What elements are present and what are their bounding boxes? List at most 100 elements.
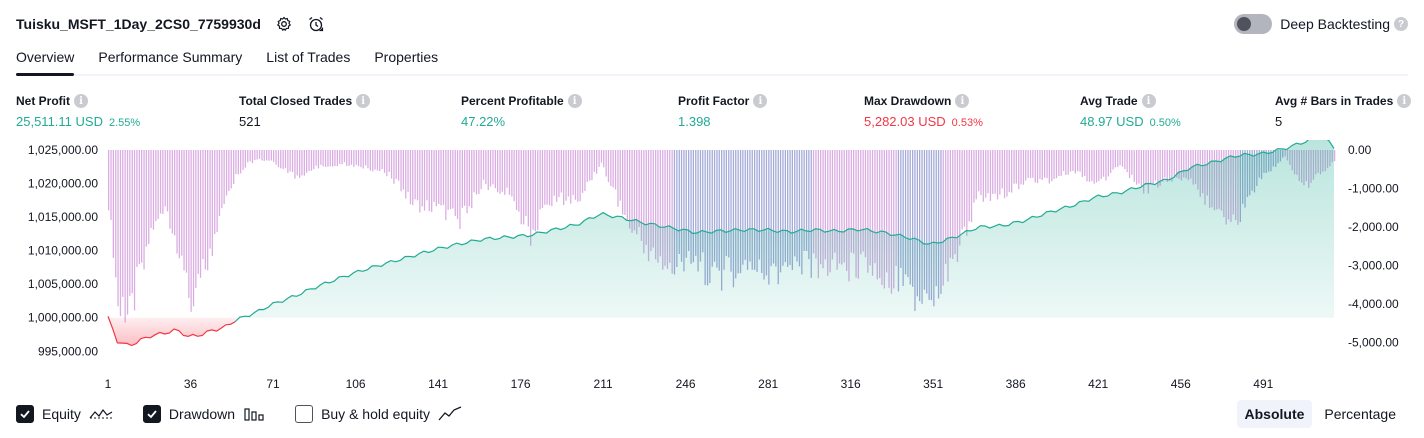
info-icon[interactable]: i: [1141, 94, 1156, 108]
drawdown-bar: [329, 150, 331, 167]
drawdown-bar: [645, 150, 647, 245]
metric-value: 25,511.11 USD: [16, 114, 103, 129]
metric-label: Net Profit: [16, 94, 70, 108]
drawdown-bar: [574, 150, 577, 200]
drawdown-bar: [947, 150, 949, 282]
absolute-button[interactable]: Absolute: [1236, 400, 1313, 428]
drawdown-bar: [145, 150, 147, 247]
drawdown-bar: [723, 150, 725, 270]
drawdown-bar: [744, 150, 746, 260]
drawdown-bar: [534, 150, 536, 232]
drawdown-bar: [244, 150, 246, 168]
drawdown-bar: [963, 150, 966, 227]
percentage-button[interactable]: Percentage: [1324, 406, 1396, 422]
drawdown-bar: [994, 150, 996, 194]
drawdown-bar: [456, 150, 459, 220]
info-icon[interactable]: i: [753, 94, 768, 108]
metric-total-closed-trades: Total Closed Trades i 521: [239, 93, 371, 129]
drawdown-bar: [919, 150, 921, 302]
drawdown-bar: [277, 150, 280, 168]
drawdown-bar: [754, 150, 756, 270]
drawdown-bar: [1053, 150, 1055, 179]
info-icon[interactable]: i: [955, 94, 970, 108]
alarm-clock-icon[interactable]: [307, 15, 325, 33]
drawdown-bar: [888, 150, 890, 288]
info-icon[interactable]: i: [1397, 94, 1412, 108]
drawdown-bar: [466, 150, 468, 214]
drawdown-bar: [817, 150, 819, 279]
drawdown-bar: [426, 150, 428, 201]
drawdown-bar: [937, 150, 940, 299]
drawdown-bar: [1048, 150, 1050, 184]
info-icon[interactable]: i: [74, 94, 88, 108]
legend-buy-hold[interactable]: Buy & hold equity: [295, 405, 462, 423]
drawdown-bar: [659, 150, 661, 257]
drawdown-bar: [360, 150, 362, 168]
drawdown-bar: [513, 150, 515, 202]
drawdown-bar: [930, 150, 933, 301]
buy-hold-checkbox[interactable]: [295, 405, 314, 423]
drawdown-bar: [1034, 150, 1036, 183]
tab-performance-summary[interactable]: Performance Summary: [98, 49, 243, 65]
drawdown-bar: [1084, 150, 1086, 176]
drawdown-bar: [1086, 150, 1088, 182]
drawdown-bar: [1041, 150, 1043, 180]
drawdown-bar: [468, 150, 470, 207]
drawdown-bar: [133, 150, 136, 311]
drawdown-bar: [551, 150, 553, 207]
metric-avg-trade: Avg Trade i 48.97 USD 0.50%: [1080, 93, 1181, 129]
right-axis-tick: -5,000.00: [1348, 336, 1399, 350]
display-mode-switch: Absolute Percentage: [1233, 400, 1405, 428]
drawdown-bar: [188, 150, 190, 299]
drawdown-bar: [907, 150, 909, 277]
equity-checkbox[interactable]: [16, 405, 34, 423]
drawdown-bar: [739, 150, 742, 274]
drawdown-bar: [511, 150, 513, 197]
equity-area-positive: [108, 140, 1334, 318]
drawdown-bar: [324, 150, 327, 167]
drawdown-bar: [1161, 150, 1164, 182]
drawdown-bar: [294, 150, 296, 179]
info-icon[interactable]: i: [567, 94, 582, 108]
drawdown-bar: [652, 150, 654, 248]
drawdown-bar: [577, 150, 579, 202]
drawdown-bar: [987, 150, 989, 194]
x-axis-tick: 351: [923, 377, 943, 391]
drawdown-bar: [431, 150, 433, 212]
left-axis-tick: 1,015,000.00: [28, 210, 98, 224]
drawdown-bar: [454, 150, 456, 217]
drawdown-bar: [527, 150, 529, 227]
drawdown-bar: [1166, 150, 1168, 183]
drawdown-bar: [805, 150, 808, 251]
tab-properties[interactable]: Properties: [374, 49, 439, 65]
drawdown-bar: [1095, 150, 1098, 183]
tab-overview[interactable]: Overview: [16, 46, 75, 76]
help-icon[interactable]: ?: [1394, 17, 1408, 31]
drawdown-bar: [525, 150, 527, 216]
tab-list-of-trades[interactable]: List of Trades: [266, 49, 351, 65]
drawdown-bar: [263, 150, 265, 161]
metric-label: Avg # Bars in Trades: [1275, 94, 1394, 108]
drawdown-checkbox[interactable]: [142, 405, 161, 423]
drawdown-bar: [407, 150, 409, 192]
drawdown-bar: [570, 150, 572, 204]
x-axis-tick: 1: [105, 377, 112, 391]
x-axis-tick: 141: [428, 377, 448, 391]
deep-backtesting-toggle[interactable]: [1234, 14, 1273, 34]
drawdown-bar: [874, 150, 876, 264]
drawdown-bar: [692, 150, 694, 263]
info-icon[interactable]: i: [356, 94, 371, 108]
drawdown-bar: [350, 150, 353, 165]
drawdown-bar: [1046, 150, 1048, 179]
gear-icon[interactable]: [275, 15, 293, 33]
drawdown-bar: [126, 150, 129, 315]
drawdown-bar: [537, 150, 539, 230]
drawdown-bar: [622, 150, 624, 215]
legend-equity[interactable]: Equity: [16, 405, 113, 423]
drawdown-bar: [619, 150, 621, 201]
drawdown-bar: [1133, 150, 1135, 182]
legend-drawdown[interactable]: Drawdown: [142, 405, 265, 423]
drawdown-bar: [1069, 150, 1072, 172]
drawdown-bar: [721, 150, 723, 291]
metric-value: 1.398: [678, 114, 711, 129]
